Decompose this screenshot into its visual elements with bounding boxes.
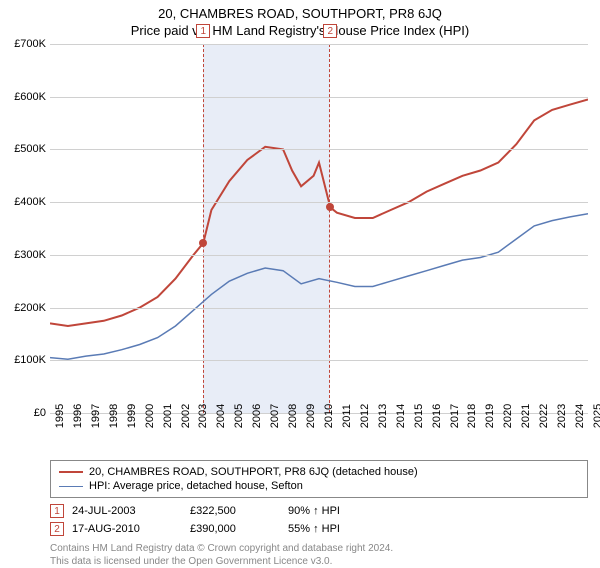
sales-date: 24-JUL-2003	[72, 505, 182, 517]
y-tick-label: £400K	[2, 196, 46, 208]
x-tick-label: 2005	[233, 404, 245, 428]
legend-row: HPI: Average price, detached house, Seft…	[59, 479, 579, 493]
plot-svg	[50, 44, 588, 413]
sales-price: £322,500	[190, 505, 280, 517]
sales-pct: 55% ↑ HPI	[288, 523, 378, 535]
y-tick-label: £0	[2, 407, 46, 419]
sale-point-2	[326, 203, 334, 211]
gridline	[50, 360, 588, 361]
x-tick-label: 2001	[162, 404, 174, 428]
gridline	[50, 202, 588, 203]
legend-swatch	[59, 471, 83, 473]
x-axis-labels: 1995199619971998199920002001200220032004…	[50, 414, 588, 454]
x-tick-label: 2009	[305, 404, 317, 428]
x-tick-label: 2015	[413, 404, 425, 428]
sales-table: 1 24-JUL-2003 £322,500 90% ↑ HPI 2 17-AUG-201…	[50, 502, 588, 538]
gridline	[50, 97, 588, 98]
gridline	[50, 308, 588, 309]
x-tick-label: 2002	[180, 404, 192, 428]
sales-row: 2 17-AUG-2010 £390,000 55% ↑ HPI	[50, 520, 588, 538]
footer-line1: Contains HM Land Registry data © Crown c…	[50, 542, 588, 555]
legend-row: 20, CHAMBRES ROAD, SOUTHPORT, PR8 6JQ (d…	[59, 465, 579, 479]
chart-title: 20, CHAMBRES ROAD, SOUTHPORT, PR8 6JQ	[0, 0, 600, 21]
sale-point-1	[199, 239, 207, 247]
y-tick-label: £300K	[2, 249, 46, 261]
sales-marker-1: 1	[50, 504, 64, 518]
x-tick-label: 2019	[484, 404, 496, 428]
x-tick-label: 2016	[431, 404, 443, 428]
chart-subtitle: Price paid vs. HM Land Registry's House …	[0, 21, 600, 44]
sales-pct: 90% ↑ HPI	[288, 505, 378, 517]
x-tick-label: 2006	[251, 404, 263, 428]
x-tick-label: 1996	[72, 404, 84, 428]
x-tick-label: 2010	[323, 404, 335, 428]
x-tick-label: 2007	[269, 404, 281, 428]
y-tick-label: £100K	[2, 354, 46, 366]
sales-price: £390,000	[190, 523, 280, 535]
chart-container: 20, CHAMBRES ROAD, SOUTHPORT, PR8 6JQ Pr…	[0, 0, 600, 560]
footer-text: Contains HM Land Registry data © Crown c…	[50, 542, 588, 568]
x-tick-label: 2000	[144, 404, 156, 428]
x-tick-label: 2024	[574, 404, 586, 428]
x-tick-label: 1997	[90, 404, 102, 428]
y-tick-label: £500K	[2, 143, 46, 155]
gridline	[50, 255, 588, 256]
plot-area: £0£100K£200K£300K£400K£500K£600K£700K12	[50, 44, 588, 414]
x-tick-label: 1998	[108, 404, 120, 428]
sales-date: 17-AUG-2010	[72, 523, 182, 535]
series-hpi	[50, 214, 588, 360]
x-tick-label: 2014	[395, 404, 407, 428]
x-tick-label: 2022	[538, 404, 550, 428]
sale-marker-box-2: 2	[323, 24, 337, 38]
x-tick-label: 1995	[54, 404, 66, 428]
series-property	[50, 99, 588, 326]
x-tick-label: 2012	[359, 404, 371, 428]
sale-marker-box-1: 1	[196, 24, 210, 38]
x-tick-label: 2008	[287, 404, 299, 428]
y-tick-label: £600K	[2, 91, 46, 103]
footer-line2: This data is licensed under the Open Gov…	[50, 555, 588, 568]
x-tick-label: 1999	[126, 404, 138, 428]
legend-label: 20, CHAMBRES ROAD, SOUTHPORT, PR8 6JQ (d…	[89, 466, 418, 478]
x-tick-label: 2020	[502, 404, 514, 428]
legend-label: HPI: Average price, detached house, Seft…	[89, 480, 303, 492]
x-tick-label: 2013	[377, 404, 389, 428]
x-tick-label: 2023	[556, 404, 568, 428]
sales-row: 1 24-JUL-2003 £322,500 90% ↑ HPI	[50, 502, 588, 520]
x-tick-label: 2003	[197, 404, 209, 428]
x-tick-label: 2011	[341, 404, 353, 428]
gridline	[50, 44, 588, 45]
x-tick-label: 2021	[520, 404, 532, 428]
y-tick-label: £700K	[2, 38, 46, 50]
x-tick-label: 2018	[466, 404, 478, 428]
gridline	[50, 149, 588, 150]
y-tick-label: £200K	[2, 302, 46, 314]
x-tick-label: 2017	[449, 404, 461, 428]
legend-swatch	[59, 486, 83, 487]
legend-box: 20, CHAMBRES ROAD, SOUTHPORT, PR8 6JQ (d…	[50, 460, 588, 498]
sales-marker-2: 2	[50, 522, 64, 536]
x-tick-label: 2004	[215, 404, 227, 428]
x-tick-label: 2025	[592, 404, 600, 428]
